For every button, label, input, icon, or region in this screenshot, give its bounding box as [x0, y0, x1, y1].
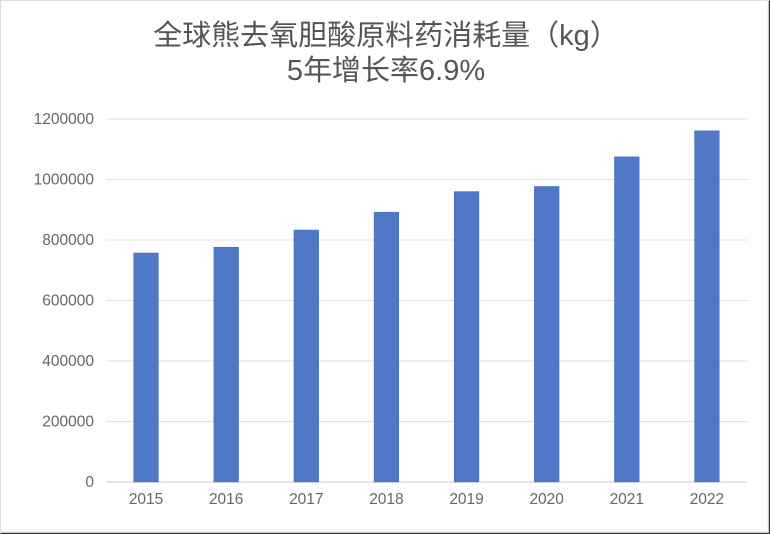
svg-text:600000: 600000	[42, 293, 94, 310]
svg-text:1200000: 1200000	[34, 111, 95, 128]
svg-text:2015: 2015	[129, 491, 163, 508]
svg-text:200000: 200000	[42, 414, 94, 431]
svg-text:2016: 2016	[209, 491, 243, 508]
svg-text:2018: 2018	[369, 491, 403, 508]
svg-text:2021: 2021	[610, 491, 644, 508]
svg-text:0: 0	[85, 474, 94, 491]
svg-text:2020: 2020	[529, 491, 564, 508]
svg-text:2019: 2019	[449, 491, 483, 508]
svg-text:800000: 800000	[42, 232, 94, 249]
svg-text:2022: 2022	[690, 491, 724, 508]
svg-text:1000000: 1000000	[34, 172, 95, 189]
svg-text:2017: 2017	[289, 491, 323, 508]
svg-text:400000: 400000	[42, 353, 94, 370]
